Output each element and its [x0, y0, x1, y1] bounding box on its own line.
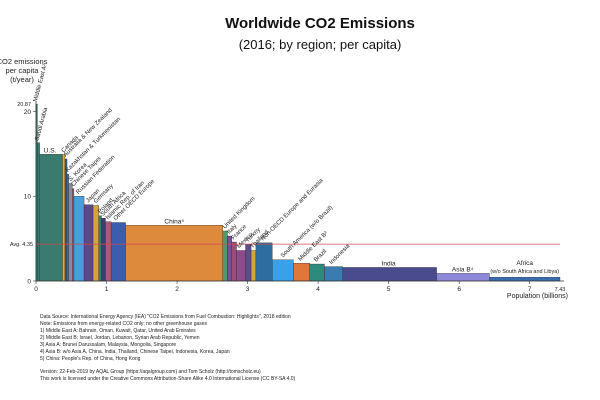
bar-label-india: India [382, 260, 396, 267]
source-note: Data Source: International Energy Agency… [40, 314, 291, 320]
bar-china [125, 225, 223, 282]
bar-south-africa [101, 218, 106, 282]
bar-united-kingdom [222, 230, 228, 282]
credit-line: Version: 22-Feb-2019 by AQAL Group (http… [40, 369, 261, 375]
bar-label-u-s: U.S. [44, 147, 57, 154]
y-axis-label-line-3: (t/year) [10, 75, 34, 84]
source-note: 5) China: People's Rep. of China, Hong K… [40, 356, 141, 362]
bar-australia-new-zealand [64, 158, 68, 282]
average-line-group: Avg. 4.35 [10, 242, 560, 248]
credit-line: This work is licensed under the Creative… [40, 376, 296, 382]
bar-label-brazil: Brazil [313, 249, 328, 264]
source-note: 2) Middle East B: Israel, Jordan, Lebano… [40, 335, 200, 341]
chart-subtitle: (2016; by region; per capita) [239, 37, 402, 52]
x-tick-label: 7 [528, 286, 532, 293]
bar-france [231, 241, 237, 282]
y-max-label: 20.87 [17, 102, 31, 108]
bar-kazakhstan-turkmenistan [66, 174, 69, 282]
x-end-label: 7.43 [555, 287, 566, 293]
average-label: Avg. 4.35 [10, 242, 33, 248]
x-tick-label: 2 [175, 286, 179, 293]
bar-chinese-taipei [72, 188, 75, 282]
bar-brazil [309, 263, 325, 282]
chart-title: Worldwide CO2 Emissions [225, 15, 415, 32]
bar-s-korea [68, 183, 73, 282]
bar-label-non-oecd-europe-and-eurasia: Non-OECD Europe and Eurasia [260, 177, 325, 242]
bar-u-s [39, 154, 63, 282]
x-tick-label: 4 [316, 286, 320, 293]
bar-mexico [236, 250, 246, 282]
bar-label-indonesia: Indonesia [329, 243, 352, 266]
y-axis-label: CO2 emissions per capita (t/year) [0, 57, 48, 84]
bar-label-united-kingdom: United Kingdom [222, 196, 256, 230]
x-tick-label: 5 [387, 286, 391, 293]
x-tick-label: 6 [457, 286, 461, 293]
y-tick-label: 20 [24, 109, 32, 116]
bar-other-oecd-europe [110, 222, 126, 282]
bar-indonesia [324, 266, 343, 282]
source-note: 3) Asia A: Brunei Darussalam, Malaysia, … [40, 342, 176, 348]
x-tick-label: 1 [105, 286, 109, 293]
y-axis-label-line-1: CO2 emissions [0, 57, 48, 66]
bar-label-africa: Africa [516, 260, 533, 267]
bar-germany [92, 205, 100, 282]
bar-india [342, 267, 437, 282]
bar-poland [98, 215, 102, 282]
bar-islamic-rep-of-iran [105, 221, 112, 282]
bar-italy [227, 235, 232, 282]
bar-thailand [250, 250, 257, 282]
y-axis-label-line-2: per capita [6, 66, 40, 75]
source-notes: Data Source: International Energy Agency… [40, 314, 291, 362]
y-tick-label: 0 [27, 279, 31, 286]
bar-saudi-arabia [37, 142, 40, 282]
bar-label-africa-note: (w/o South Africa and Libya) [490, 269, 559, 275]
source-note: 4) Asia B: w/o Asia A, China, India, Tha… [40, 349, 230, 355]
bar-japan [83, 204, 94, 282]
x-tick-label: 0 [34, 286, 38, 293]
source-note: 1) Middle East A: Bahrain, Oman, Kuwait,… [40, 328, 196, 334]
bar-asia-b [436, 273, 490, 282]
bar-africa-w-o-south-africa-and-libya [489, 277, 561, 282]
source-note: Note: Emissions from energy-related CO2 … [40, 321, 208, 327]
bar-russian-federation [73, 196, 85, 282]
x-tick-label: 3 [246, 286, 250, 293]
bar-canada [62, 154, 66, 282]
x-axis-label: Population (billions) [507, 293, 568, 300]
credits: Version: 22-Feb-2019 by AQAL Group (http… [40, 369, 296, 382]
bar-label-china: China⁵ [164, 218, 184, 225]
bar-label-asia-b: Asia B⁴ [452, 266, 474, 273]
bar-non-oecd-europe-and-eurasia [255, 242, 273, 282]
bars-group [35, 103, 561, 282]
y-tick-label: 10 [24, 194, 32, 201]
bar-middle-east-b [293, 263, 310, 282]
bar-south-america-w-o-brazil [272, 259, 294, 282]
bar-turkey [245, 244, 252, 282]
